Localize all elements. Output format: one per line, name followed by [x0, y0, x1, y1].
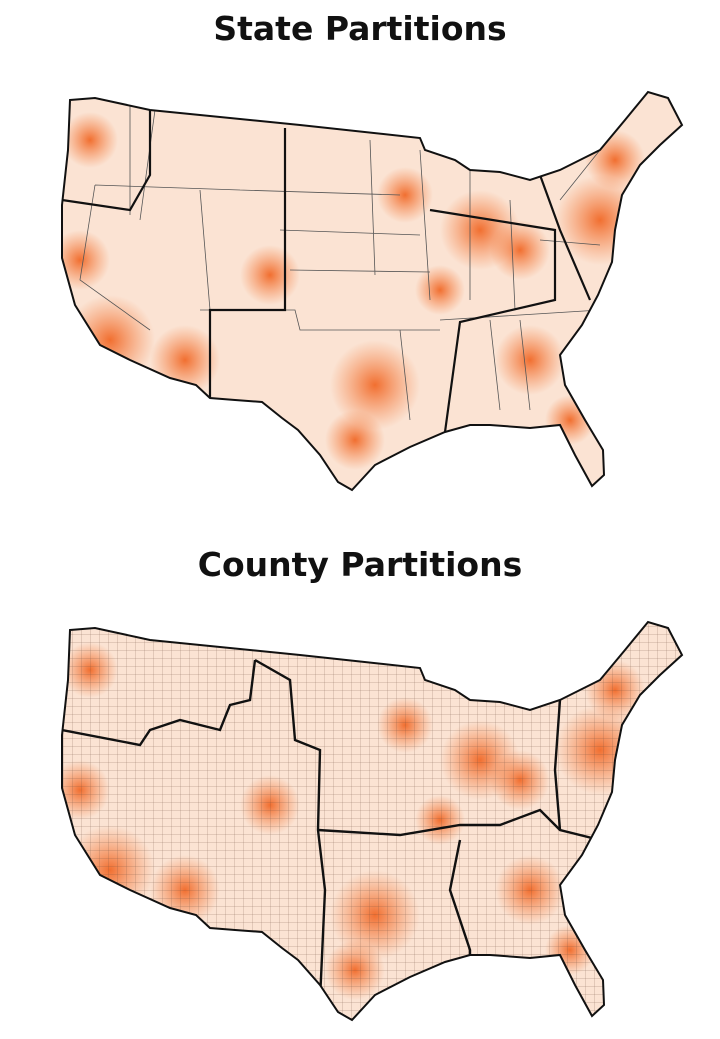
state-map [61, 91, 683, 491]
map-title: State Partitions [213, 9, 506, 48]
map-title: County Partitions [198, 545, 522, 584]
county-map [61, 621, 683, 1021]
